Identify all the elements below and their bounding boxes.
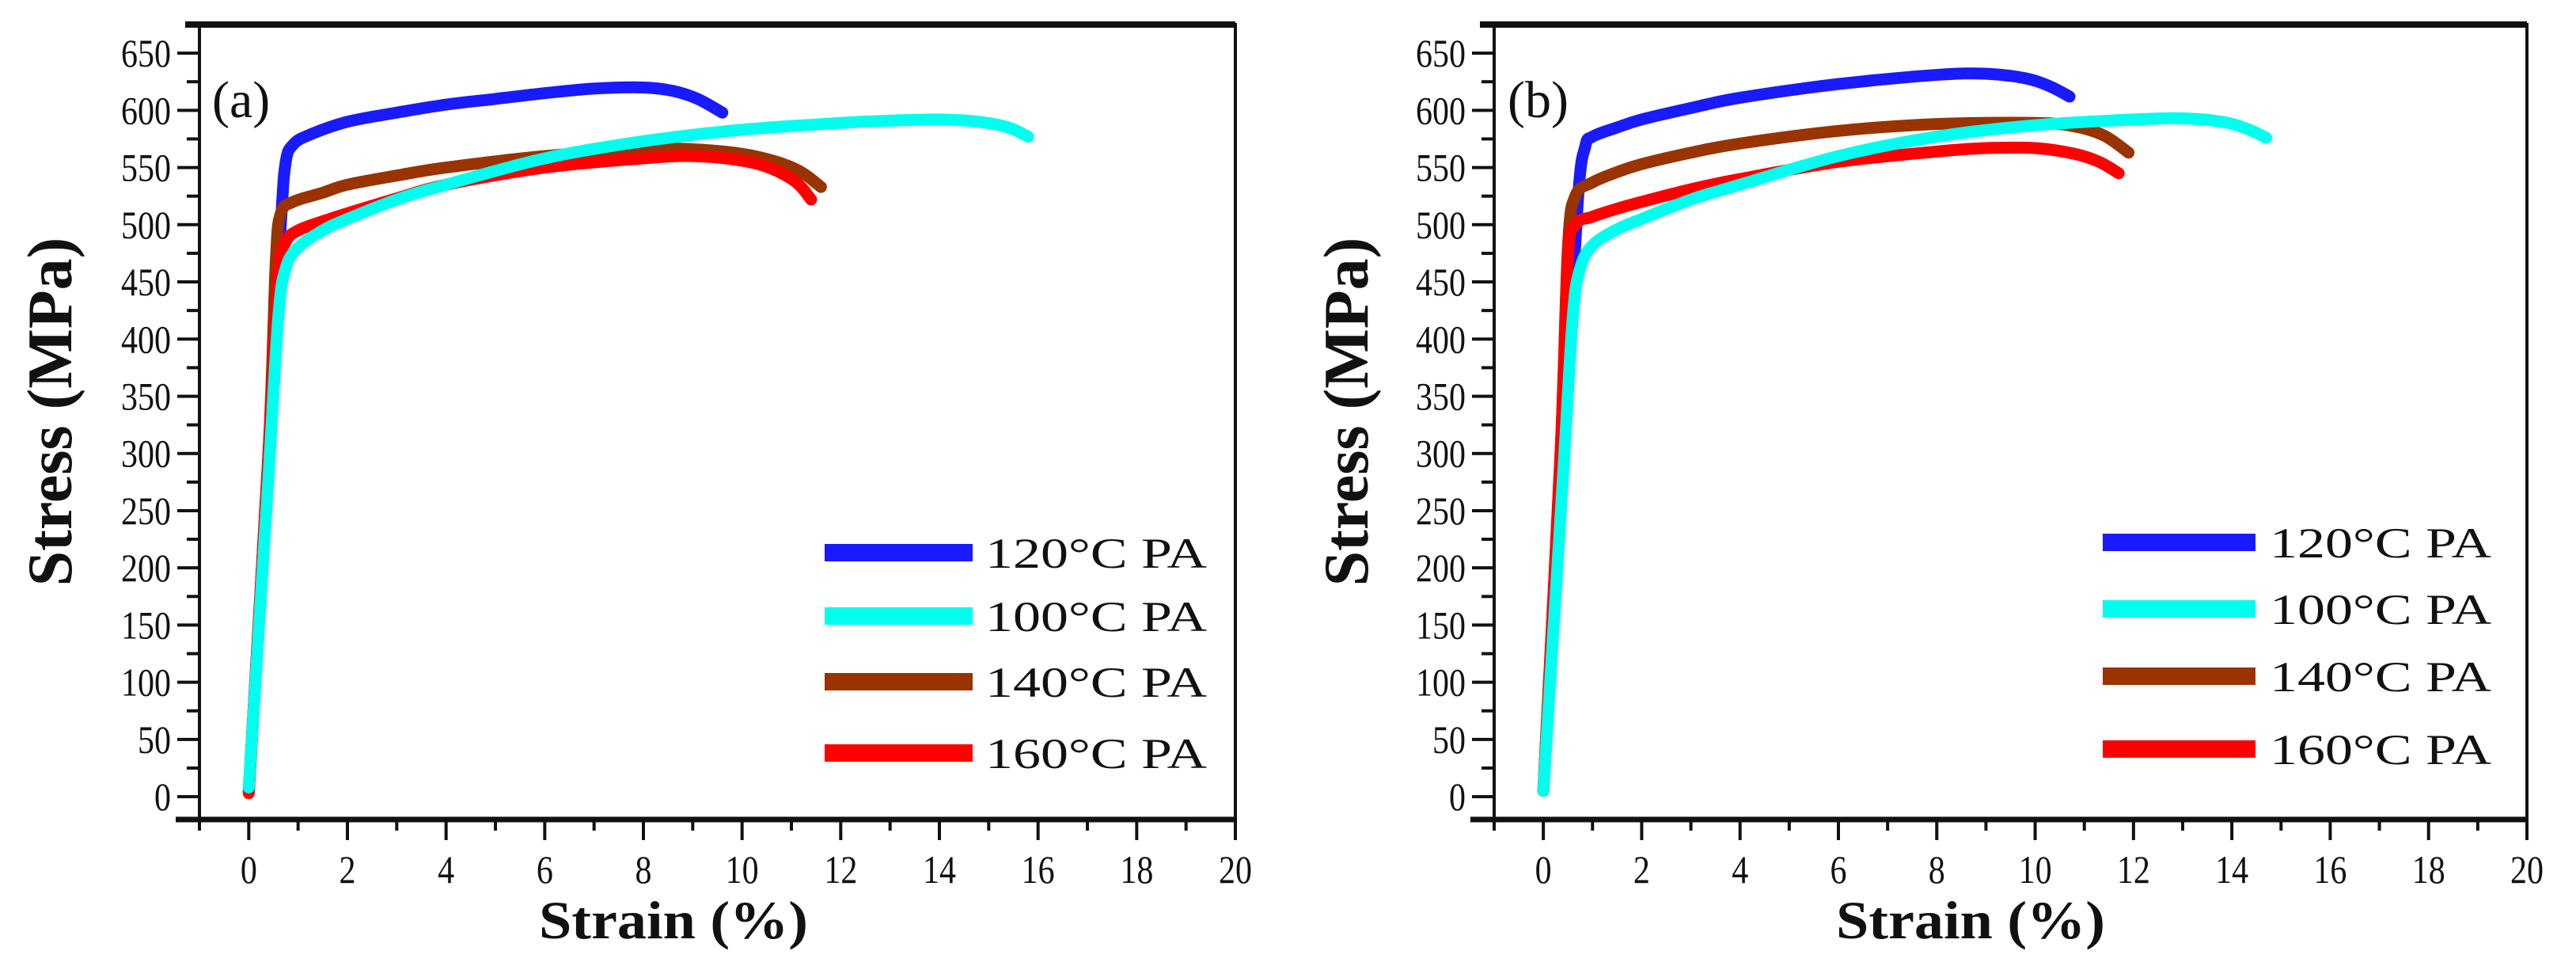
legend-label: 160°C PA	[2270, 726, 2491, 774]
y-tick-label: 450	[121, 260, 171, 304]
x-axis-title: Strain (%)	[1836, 890, 2105, 950]
series-line-160	[1537, 141, 2125, 797]
x-tick-label: 2	[340, 847, 356, 892]
y-tick-label: 450	[1416, 260, 1466, 304]
y-tick-label: 300	[121, 432, 171, 476]
x-tick-label: 12	[824, 847, 857, 892]
series-line-100	[1537, 112, 2273, 797]
x-tick-label: 0	[241, 847, 257, 892]
y-tick-label: 50	[1432, 717, 1466, 762]
y-tick-label: 200	[121, 546, 171, 590]
y-tick-label: 550	[121, 146, 171, 190]
y-tick-label: 300	[1416, 432, 1466, 476]
x-axis-title: Strain (%)	[539, 890, 808, 950]
y-tick-label: 0	[154, 774, 171, 819]
x-tick-label: 6	[1831, 847, 1847, 892]
y-tick-label: 350	[1416, 374, 1466, 418]
series-line-140	[242, 143, 827, 797]
legend-label: 100°C PA	[2270, 586, 2491, 633]
series-line-160	[242, 150, 818, 800]
y-tick-label: 0	[1449, 774, 1466, 819]
x-tick-label: 0	[1535, 847, 1552, 892]
x-tick-label: 16	[2313, 847, 2346, 892]
y-tick-label: 400	[1416, 317, 1466, 361]
legend-label: 160°C PA	[985, 730, 1207, 778]
legend-label: 120°C PA	[985, 530, 1207, 577]
y-tick-label: 150	[1416, 603, 1466, 647]
legend-label: 100°C PA	[985, 593, 1207, 641]
y-tick-label: 500	[1416, 203, 1466, 247]
x-tick-label: 10	[2019, 847, 2052, 892]
y-tick-label: 650	[1416, 31, 1466, 75]
y-tick-label: 100	[121, 660, 171, 705]
x-tick-label: 4	[438, 847, 454, 892]
y-tick-label: 500	[121, 203, 171, 247]
x-tick-label: 14	[2215, 847, 2248, 892]
panel-label: (b)	[1508, 71, 1569, 129]
legend-label: 140°C PA	[985, 659, 1207, 706]
y-axis-title: Stress (MPa)	[1312, 238, 1382, 587]
y-axis-title: Stress (MPa)	[16, 238, 85, 587]
y-tick-label: 600	[121, 88, 171, 132]
legend-label: 120°C PA	[2270, 519, 2491, 567]
x-tick-label: 4	[1732, 847, 1748, 892]
x-tick-label: 6	[537, 847, 553, 892]
y-tick-label: 550	[1416, 146, 1466, 190]
series-line-100	[242, 113, 1034, 794]
panel-label: (a)	[212, 71, 270, 129]
y-tick-label: 650	[121, 31, 171, 75]
y-tick-label: 350	[121, 374, 171, 418]
panel-b: 0 50 100 150 200 250 300 350 400 450 500 550 600 650 0…	[1312, 21, 2544, 950]
panel-a: 0 50 100 150 200 250 300 350 400 450 500 550 600 650 0…	[16, 21, 1252, 950]
x-tick-label: 2	[1633, 847, 1650, 892]
x-tick-label: 8	[1929, 847, 1945, 892]
x-tick-label: 8	[635, 847, 652, 892]
y-tick-label: 600	[1416, 88, 1466, 132]
x-tick-label: 16	[1022, 847, 1055, 892]
y-tick-label: 50	[138, 717, 171, 762]
x-tick-label: 10	[726, 847, 759, 892]
x-tick-label: 18	[2412, 847, 2445, 892]
x-tick-label: 18	[1120, 847, 1153, 892]
y-tick-label: 200	[1416, 546, 1466, 590]
x-tick-label: 12	[2117, 847, 2150, 892]
y-tick-label: 150	[121, 603, 171, 647]
x-tick-label: 20	[1219, 847, 1252, 892]
y-tick-label: 100	[1416, 660, 1466, 705]
y-tick-label: 250	[121, 489, 171, 533]
series-line-120	[1537, 67, 2076, 797]
legend-label: 140°C PA	[2270, 653, 2491, 701]
x-tick-label: 20	[2510, 847, 2544, 892]
y-tick-label: 250	[1416, 489, 1466, 533]
x-tick-label: 14	[923, 847, 956, 892]
y-tick-label: 400	[121, 317, 171, 361]
